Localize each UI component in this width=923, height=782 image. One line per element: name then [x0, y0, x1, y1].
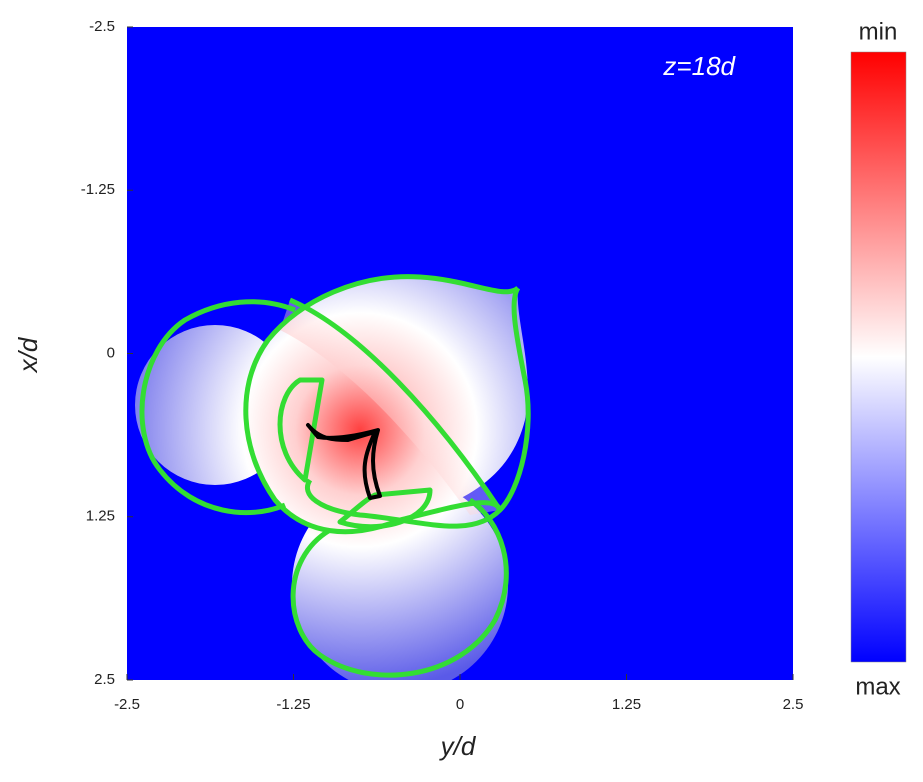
- right-curve: [305, 286, 531, 529]
- x-tick-label: 1.25: [612, 696, 641, 713]
- y-tick-label: 1.25: [86, 508, 115, 525]
- inner-bottom-curve: [337, 487, 433, 530]
- colorbar-bottom-label: max: [855, 673, 900, 700]
- caustic-astroid: [306, 423, 382, 500]
- x-tick-label: 2.5: [783, 696, 804, 713]
- y-tick-label: -1.25: [81, 181, 115, 198]
- x-tick-label: -2.5: [114, 696, 140, 713]
- annotation: z=18d: [662, 51, 736, 81]
- y-axis-label: x/d: [13, 336, 43, 374]
- caustic-curves: [139, 274, 531, 678]
- bottom-curve: [290, 497, 509, 678]
- colorbar: [850, 51, 907, 663]
- ridge: [280, 300, 500, 515]
- y-tick-label: -2.5: [89, 18, 115, 35]
- y-tick-label: 0: [107, 344, 115, 361]
- left-curve: [139, 299, 296, 516]
- x-axis-label: y/d: [439, 731, 477, 761]
- fold-line: [289, 297, 503, 512]
- inner-left-curve: [277, 377, 325, 483]
- colorbar-top-label: min: [859, 18, 898, 45]
- x-tick-label: 0: [456, 696, 464, 713]
- x-tick-label: -1.25: [276, 696, 310, 713]
- y-tick-label: 2.5: [94, 671, 115, 688]
